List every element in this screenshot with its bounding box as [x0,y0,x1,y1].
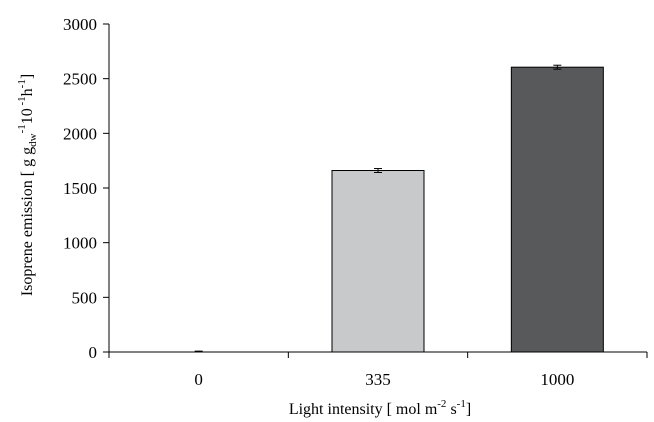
x-axis-title: Light intensity [ mol m-2 s-1] [289,398,471,418]
bar [331,170,425,353]
y-axis-title: Isoprene emission [ g gdw-110 -1h-1] [16,74,39,296]
y-tick-label: 2000 [63,124,97,143]
x-axis-tick-labels: 0 335 1000 [194,370,574,389]
x-tick-label: 0 [194,370,203,389]
y-axis-tick-labels: 0 500 1000 1500 2000 2500 3000 [63,15,97,362]
y-axis-ticks [103,23,109,353]
bars [331,66,604,353]
y-tick-label: 1500 [63,179,97,198]
x-tick-label: 335 [365,370,391,389]
y-tick-label: 3000 [63,15,97,34]
bar [510,66,604,353]
x-tick-label: 1000 [540,370,574,389]
y-tick-label: 1000 [63,234,97,253]
y-tick-label: 500 [72,288,98,307]
y-tick-label: 0 [89,343,98,362]
x-axis-ticks [108,352,648,358]
y-tick-label: 2500 [63,70,97,89]
